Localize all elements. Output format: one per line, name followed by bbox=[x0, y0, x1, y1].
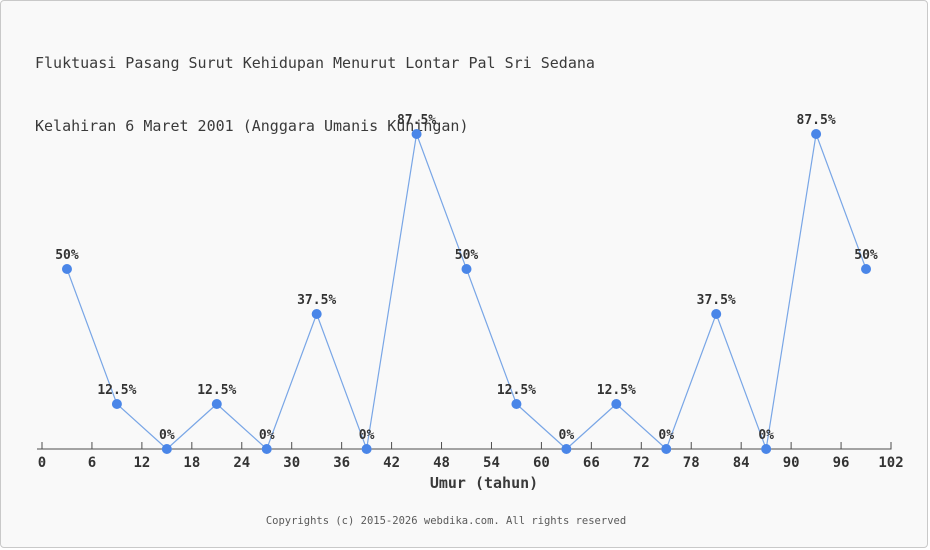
x-axis-tick-label: 72 bbox=[633, 455, 650, 471]
x-axis-tick-label: 30 bbox=[283, 455, 300, 471]
data-point-label: 37.5% bbox=[697, 293, 736, 308]
x-axis-tick-label: 0 bbox=[38, 455, 46, 471]
data-point-label: 0% bbox=[159, 428, 175, 443]
data-point-label: 50% bbox=[455, 248, 479, 263]
data-point-marker bbox=[611, 399, 622, 409]
x-axis-tick-label: 42 bbox=[383, 455, 400, 471]
x-axis-tick-label: 96 bbox=[833, 455, 850, 471]
x-axis-tick-label: 6 bbox=[88, 455, 96, 471]
x-axis-tick-label: 54 bbox=[483, 455, 500, 471]
x-axis-label: Umur (tahun) bbox=[429, 474, 539, 492]
data-point-marker bbox=[261, 444, 272, 454]
data-point-marker bbox=[311, 309, 322, 319]
x-axis-tick-label: 48 bbox=[433, 455, 450, 471]
data-point-marker bbox=[461, 264, 472, 274]
data-point-label: 12.5% bbox=[97, 383, 136, 398]
data-point-marker bbox=[811, 129, 822, 139]
data-point-label: 0% bbox=[559, 428, 575, 443]
x-axis-tick-label: 78 bbox=[683, 455, 700, 471]
data-point-label: 0% bbox=[359, 428, 375, 443]
data-point-marker bbox=[161, 444, 172, 454]
copyright-footer: Copyrights (c) 2015-2026 webdika.com. Al… bbox=[265, 515, 627, 527]
data-point-label: 87.5% bbox=[797, 113, 836, 128]
x-axis-tick-label: 66 bbox=[583, 455, 600, 471]
data-point-marker bbox=[111, 399, 122, 409]
x-axis-tick-label: 84 bbox=[733, 455, 750, 471]
chart-title-line2: Kelahiran 6 Maret 2001 (Anggara Umanis K… bbox=[35, 117, 469, 135]
chart-title: Fluktuasi Pasang Surut Kehidupan Menurut… bbox=[35, 11, 595, 179]
data-point-label: 12.5% bbox=[497, 383, 536, 398]
x-axis-tick-label: 60 bbox=[533, 455, 550, 471]
data-point-marker bbox=[861, 264, 872, 274]
data-point-label: 12.5% bbox=[597, 383, 636, 398]
data-point-label: 37.5% bbox=[297, 293, 336, 308]
chart-title-line1: Fluktuasi Pasang Surut Kehidupan Menurut… bbox=[35, 54, 595, 72]
data-point-label: 0% bbox=[658, 428, 674, 443]
data-point-label: 50% bbox=[55, 248, 79, 263]
series-line bbox=[66, 133, 867, 450]
x-axis-tick-label: 18 bbox=[183, 455, 200, 471]
x-axis-tick-label: 12 bbox=[133, 455, 150, 471]
data-point-label: 0% bbox=[259, 428, 275, 443]
x-axis-tick-label: 24 bbox=[233, 455, 250, 471]
data-point-marker bbox=[411, 129, 422, 139]
data-point-marker bbox=[761, 444, 772, 454]
data-point-marker bbox=[661, 444, 672, 454]
data-point-label: 50% bbox=[854, 248, 878, 263]
data-point-marker bbox=[561, 444, 572, 454]
data-point-marker bbox=[711, 309, 722, 319]
data-point-label: 12.5% bbox=[197, 383, 236, 398]
data-point-marker bbox=[211, 399, 222, 409]
x-axis-tick-label: 102 bbox=[878, 455, 903, 471]
data-point-label: 0% bbox=[758, 428, 774, 443]
data-point-marker bbox=[511, 399, 522, 409]
x-axis-tick-label: 36 bbox=[333, 455, 350, 471]
data-point-marker bbox=[361, 444, 372, 454]
data-point-label: 87.5% bbox=[397, 113, 436, 128]
data-point-marker bbox=[61, 264, 72, 274]
x-axis-tick-label: 90 bbox=[783, 455, 800, 471]
